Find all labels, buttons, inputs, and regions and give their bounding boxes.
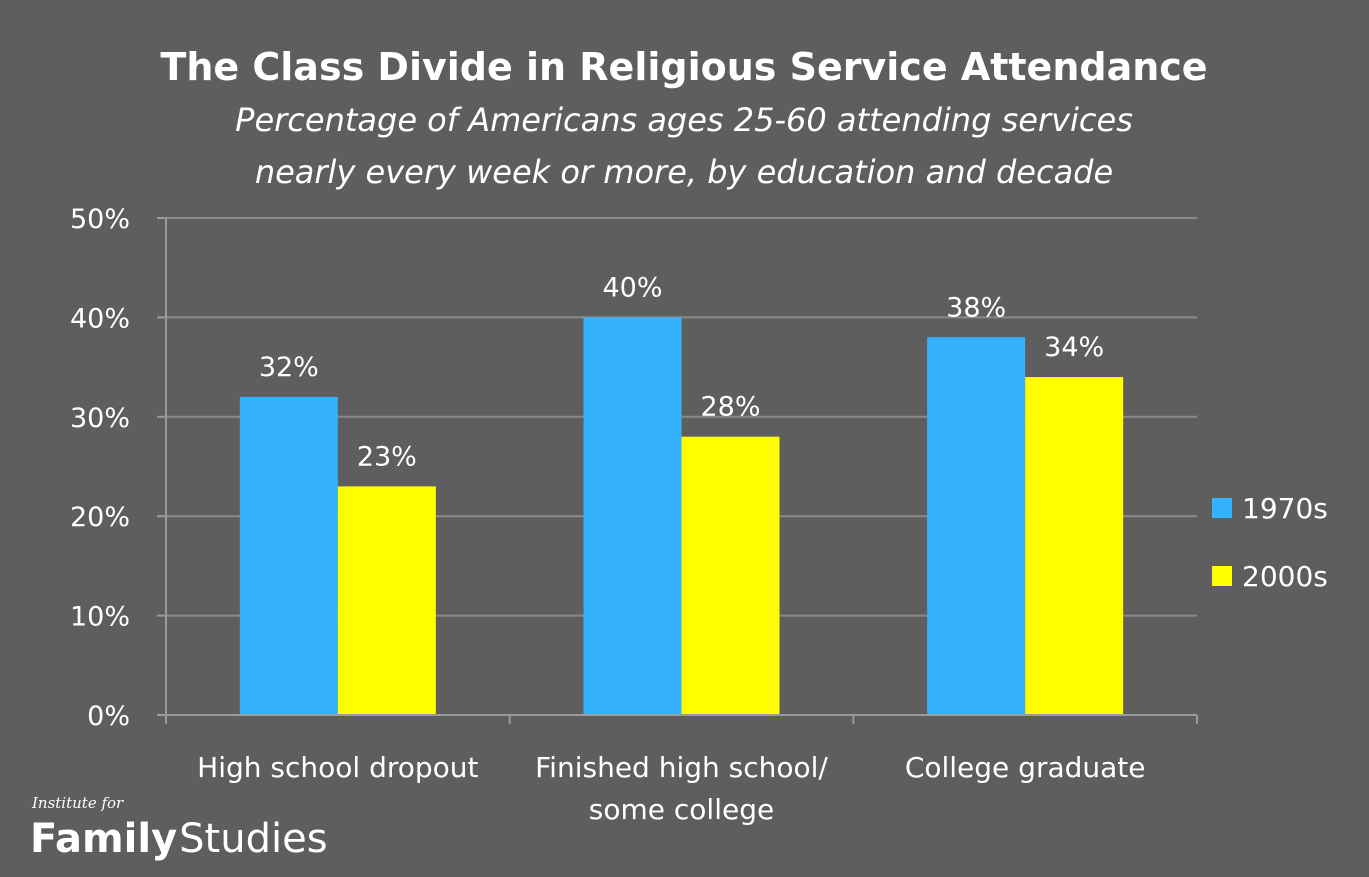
x-axis: [165, 218, 1198, 724]
legend-swatch-2000s: [1212, 566, 1232, 586]
bar-2000s: [681, 436, 780, 715]
bars: [239, 317, 1124, 715]
logo-family-text: Family: [30, 816, 177, 862]
y-tick-label: 20%: [70, 502, 130, 533]
data-label: 23%: [357, 441, 417, 472]
data-labels: 32% 23% 40% 28% 38% 34%: [259, 272, 1104, 472]
legend-label-1970s: 1970s: [1242, 492, 1328, 525]
category-label: some college: [589, 793, 774, 826]
y-tick-label: 30%: [70, 403, 130, 434]
y-tick-label: 0%: [87, 701, 130, 732]
logo-studies-text: Studies: [179, 816, 327, 862]
institute-logo: Institute for Family Studies: [30, 794, 328, 862]
category-label: High school dropout: [197, 751, 478, 784]
legend: 1970s 2000s: [1212, 492, 1328, 593]
category-labels: High school dropout Finished high school/…: [197, 751, 1145, 826]
legend-swatch-1970s: [1212, 498, 1232, 518]
y-axis-ticks: 0% 10% 20% 30% 40% 50%: [70, 204, 166, 732]
data-label: 38%: [946, 292, 1006, 323]
bar-1970s: [239, 396, 338, 715]
bar-1970s: [927, 337, 1026, 715]
chart-subtitle-line-2: nearly every week or more, by education …: [255, 153, 1113, 191]
category-label: Finished high school/: [535, 751, 828, 784]
bar-2000s: [337, 486, 436, 715]
chart-title: The Class Divide in Religious Service At…: [160, 45, 1207, 89]
y-tick-label: 50%: [70, 204, 130, 235]
logo-small-text: Institute for: [31, 794, 124, 812]
chart-subtitle-line-1: Percentage of Americans ages 25-60 atten…: [235, 101, 1133, 139]
data-label: 32%: [259, 352, 319, 383]
legend-label-2000s: 2000s: [1242, 560, 1328, 593]
bar-1970s: [583, 317, 682, 715]
category-label: College graduate: [905, 751, 1146, 784]
data-label: 34%: [1044, 332, 1104, 363]
bar-2000s: [1025, 377, 1124, 715]
y-tick-label: 40%: [70, 303, 130, 334]
data-label: 40%: [602, 272, 662, 303]
y-tick-label: 10%: [70, 602, 130, 633]
data-label: 28%: [700, 392, 760, 423]
